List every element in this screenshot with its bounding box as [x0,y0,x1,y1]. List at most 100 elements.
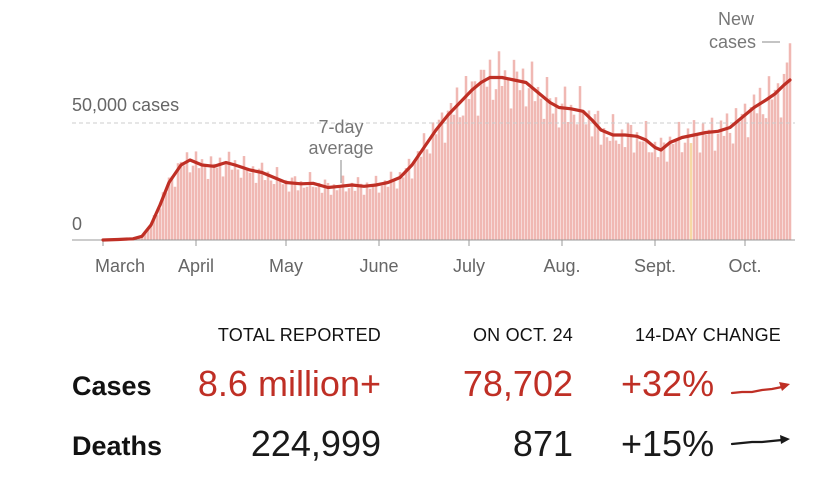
bar-day-23 [170,176,174,240]
bar-day-60 [281,184,285,240]
x-tick-label-0: March [95,256,145,276]
bar-day-173 [620,129,624,240]
bar-day-202 [707,129,711,240]
bar-day-18 [155,215,159,240]
bar-day-176 [629,124,633,240]
bar-day-160 [581,112,585,240]
bar-day-194 [683,142,687,240]
bar-day-188 [665,161,669,240]
bar-day-134 [503,70,507,240]
annotation-avg-line2: average [308,138,373,158]
seven-day-average-line [101,75,792,242]
bar-day-167 [602,128,606,240]
bar-day-222 [767,76,771,240]
bar-day-126 [479,69,483,240]
bar-day-76 [329,194,333,240]
bar-day-73 [320,192,324,240]
bar-day-189 [668,136,672,240]
bar-day-223 [770,99,774,241]
bar-day-26 [179,161,183,240]
bar-day-122 [467,99,471,240]
x-tick-label-1: April [178,256,214,276]
bar-day-212 [737,122,741,240]
bar-day-77 [332,184,336,240]
bar-day-201 [704,134,708,240]
bar-day-127 [482,69,486,240]
bar-day-21 [164,192,168,240]
bar-day-109 [428,153,432,240]
bar-day-72 [317,182,321,240]
bar-day-52 [257,168,261,240]
bar-day-118 [455,87,459,240]
bar-day-219 [758,87,762,240]
bar-day-22 [167,177,171,240]
bar-day-140 [521,68,525,240]
bar-day-152 [557,127,561,240]
row-label-cases: Cases [72,371,152,401]
bar-day-224 [773,89,777,240]
bar-day-97 [392,180,396,240]
bar-day-182 [647,152,651,240]
bar-day-94 [383,180,387,240]
bar-day-163 [590,136,594,240]
cases-trend-arrow-icon [730,382,790,395]
bar-day-149 [548,98,552,240]
bar-day-142 [527,88,531,241]
bar-day-16 [149,225,153,240]
bar-day-164 [593,114,597,240]
bar-day-87 [362,194,366,240]
bar-day-82 [347,188,351,240]
bar-day-150 [551,113,555,240]
bar-day-139 [518,90,522,240]
bar-day-125 [476,115,480,240]
bar-day-186 [659,137,663,240]
bar-day-100 [401,177,405,240]
bar-day-110 [431,122,435,240]
bar-day-175 [626,123,630,240]
x-tick-label-2: May [269,256,303,276]
header-on-date: ON OCT. 24 [472,325,573,345]
bar-day-61 [284,179,288,240]
deaths-on-date: 871 [512,423,573,464]
bar-day-220 [761,114,765,240]
bar-day-45 [236,169,240,240]
bar-day-171 [614,140,618,240]
bar-day-92 [377,192,381,240]
bar-day-119 [458,117,462,240]
bar-day-227 [782,73,786,240]
bar-day-131 [494,89,498,240]
bar-day-79 [338,186,342,240]
bar-day-190 [671,144,675,240]
bar-day-103 [410,178,414,240]
bar-day-59 [278,181,282,240]
x-tick-label-7: Oct. [728,256,761,276]
bar-day-208 [725,113,729,240]
cases-total: 8.6 million+ [197,363,381,404]
bar-day-58 [275,167,279,240]
bar-day-216 [749,107,753,241]
cases-14-day-change: +32% [621,363,715,404]
bar-day-46 [239,177,243,240]
bar-day-213 [740,113,744,240]
bar-day-66 [299,181,303,240]
bar-day-37 [212,163,216,240]
bar-day-193 [680,152,684,240]
bar-day-89 [368,188,372,240]
bar-day-86 [359,183,363,240]
deaths-trend-arrow-icon [730,435,790,446]
bar-day-159 [578,86,582,240]
bar-day-161 [584,124,588,240]
bar-day-43 [230,169,234,240]
bar-day-78 [335,190,339,240]
bar-day-169 [608,140,612,240]
bar-day-62 [287,191,291,240]
bar-day-147 [542,118,546,240]
bar-day-158 [575,124,579,240]
bar-day-178 [635,132,639,240]
bar-day-40 [221,176,225,240]
annotation-new-line1: New [718,9,755,29]
x-tick-label-3: June [359,256,398,276]
bar-day-133 [500,85,504,241]
bar-day-172 [617,143,621,240]
bar-day-95 [386,186,390,240]
